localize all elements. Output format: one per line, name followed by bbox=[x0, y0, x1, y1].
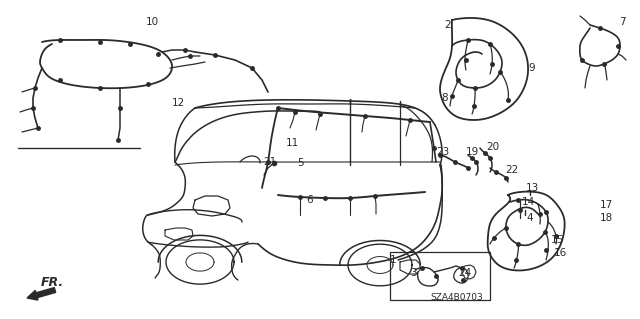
Text: 20: 20 bbox=[486, 142, 500, 152]
Text: 17: 17 bbox=[600, 200, 612, 210]
FancyArrow shape bbox=[27, 288, 56, 300]
Text: 19: 19 bbox=[465, 147, 479, 157]
Text: 16: 16 bbox=[554, 248, 566, 258]
Text: 3: 3 bbox=[410, 268, 416, 278]
Text: 14: 14 bbox=[522, 197, 534, 207]
Text: 22: 22 bbox=[506, 165, 518, 175]
Text: 18: 18 bbox=[600, 213, 612, 223]
Text: FR.: FR. bbox=[40, 277, 63, 290]
Text: 5: 5 bbox=[297, 158, 303, 168]
Text: 6: 6 bbox=[307, 195, 314, 205]
Text: 8: 8 bbox=[442, 93, 448, 103]
Text: 12: 12 bbox=[172, 98, 184, 108]
Text: 23: 23 bbox=[436, 147, 450, 157]
Text: 10: 10 bbox=[145, 17, 159, 27]
Text: 9: 9 bbox=[529, 63, 535, 73]
Text: 21: 21 bbox=[264, 157, 276, 167]
Text: 1: 1 bbox=[390, 255, 396, 265]
Text: 24: 24 bbox=[458, 268, 472, 278]
Text: 11: 11 bbox=[285, 138, 299, 148]
Text: 15: 15 bbox=[550, 235, 564, 245]
Text: 7: 7 bbox=[619, 17, 625, 27]
Bar bbox=[390, 252, 490, 300]
Text: 13: 13 bbox=[525, 183, 539, 193]
Text: 4: 4 bbox=[527, 213, 533, 223]
Text: SZA4B0703: SZA4B0703 bbox=[430, 293, 483, 302]
Text: 2: 2 bbox=[445, 20, 451, 30]
